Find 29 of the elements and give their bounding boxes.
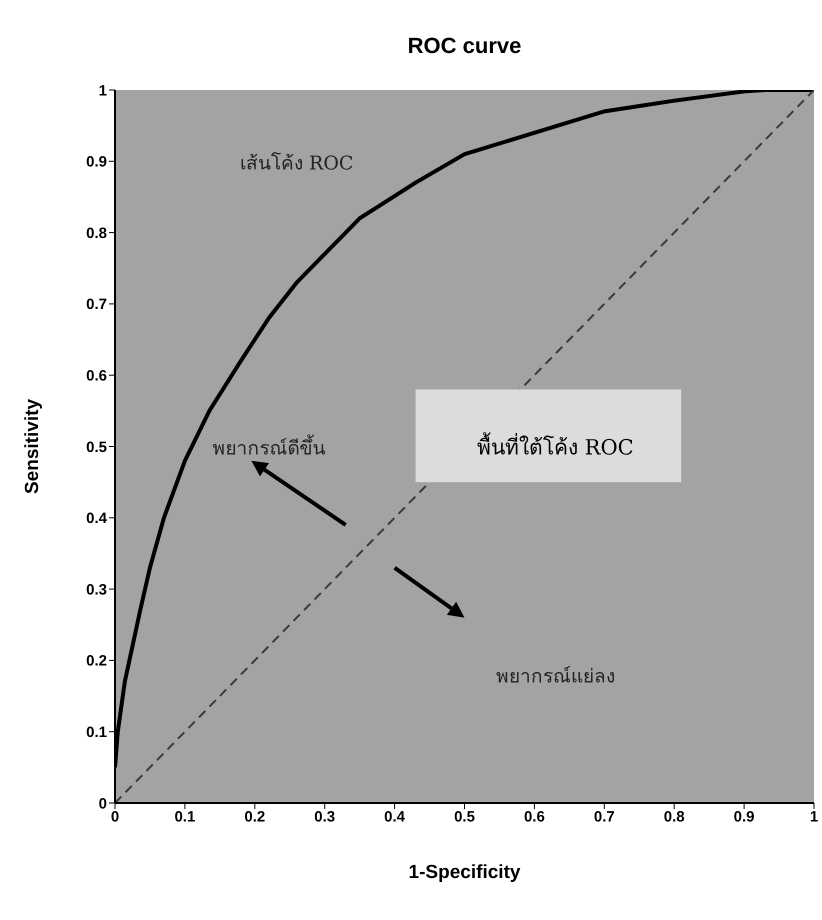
chart-title: ROC curve xyxy=(408,33,522,58)
x-tick-label: 0.6 xyxy=(524,808,545,826)
x-tick-label: 0.2 xyxy=(244,808,266,826)
x-tick-label: 1 xyxy=(810,808,818,826)
y-tick-label: 0.8 xyxy=(86,224,107,242)
annotation: เส้นโค้ง ROC xyxy=(240,151,354,174)
annotation: พื้นที่ใต้โค้ง ROC xyxy=(476,432,634,460)
y-tick-label: 0.7 xyxy=(86,296,107,314)
y-tick-label: 1 xyxy=(98,82,107,100)
y-tick-label: 0.3 xyxy=(86,581,107,598)
x-tick-label: 0.9 xyxy=(734,808,755,826)
annotation: พยากรณ์แย่ลง xyxy=(496,666,615,688)
x-axis-title: 1-Specificity xyxy=(408,862,521,883)
x-tick-label: 0.1 xyxy=(174,808,196,826)
x-tick-label: 0 xyxy=(110,808,120,826)
y-tick-label: 0.2 xyxy=(86,652,107,670)
y-tick-label: 0.6 xyxy=(86,368,107,385)
x-tick-label: 0.8 xyxy=(664,808,685,826)
x-tick-label: 0.3 xyxy=(314,808,336,826)
y-tick-label: 0.1 xyxy=(86,724,107,742)
x-tick-label: 0.4 xyxy=(384,808,406,826)
y-axis-title: Sensitivity xyxy=(22,398,43,494)
y-tick-label: 0.9 xyxy=(86,154,107,171)
annotation: พยากรณ์ดีขึ้น xyxy=(212,434,326,460)
y-tick-label: 0.5 xyxy=(86,438,107,456)
y-tick-label: 0.4 xyxy=(86,510,108,528)
y-tick-label: 0 xyxy=(98,795,107,812)
x-tick-label: 0.7 xyxy=(594,808,615,826)
x-tick-label: 0.5 xyxy=(454,808,475,826)
